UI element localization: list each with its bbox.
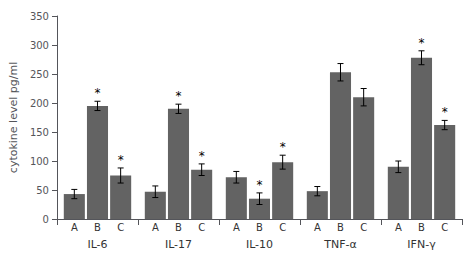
svg-text:*: * — [280, 140, 286, 154]
svg-text:C: C — [198, 222, 205, 233]
svg-text:C: C — [117, 222, 124, 233]
svg-text:IL-17: IL-17 — [165, 238, 192, 251]
svg-text:B: B — [94, 222, 101, 233]
svg-text:*: * — [94, 86, 100, 100]
svg-text:A: A — [314, 222, 321, 233]
svg-text:300: 300 — [30, 40, 49, 51]
svg-text:*: * — [256, 178, 262, 192]
svg-text:50: 50 — [36, 185, 49, 196]
svg-text:B: B — [337, 222, 344, 233]
svg-text:IFN-γ: IFN-γ — [407, 238, 436, 251]
svg-text:TNF-α: TNF-α — [323, 238, 357, 251]
svg-text:cytokine level pg/ml: cytokine level pg/ml — [7, 62, 20, 173]
svg-text:250: 250 — [30, 69, 49, 80]
svg-text:A: A — [233, 222, 240, 233]
svg-text:*: * — [442, 105, 448, 119]
svg-text:150: 150 — [30, 127, 49, 138]
svg-text:100: 100 — [30, 156, 49, 167]
svg-text:C: C — [441, 222, 448, 233]
svg-text:C: C — [360, 222, 367, 233]
svg-text:IL-10: IL-10 — [246, 238, 273, 251]
svg-text:*: * — [199, 149, 205, 163]
svg-text:IL-6: IL-6 — [87, 238, 107, 251]
svg-text:B: B — [256, 222, 263, 233]
svg-text:*: * — [418, 36, 424, 50]
svg-text:350: 350 — [30, 11, 49, 22]
svg-text:A: A — [71, 222, 78, 233]
svg-text:0: 0 — [43, 214, 49, 225]
svg-text:*: * — [118, 153, 124, 167]
svg-text:B: B — [175, 222, 182, 233]
svg-text:C: C — [279, 222, 286, 233]
svg-text:B: B — [418, 222, 425, 233]
svg-text:A: A — [152, 222, 159, 233]
svg-text:A: A — [395, 222, 402, 233]
svg-text:*: * — [175, 89, 181, 103]
svg-text:200: 200 — [30, 98, 49, 109]
